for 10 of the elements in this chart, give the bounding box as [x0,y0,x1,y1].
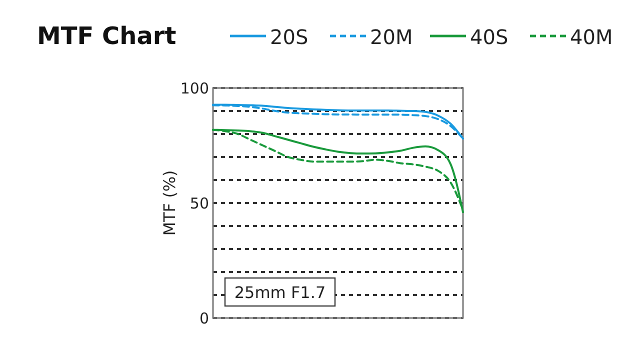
legend-label: 40S [470,25,508,49]
legend-label: 20S [270,25,308,49]
legend-label: 20M [370,25,413,49]
y-tick-label: 0 [199,309,209,328]
y-tick-label: 100 [180,79,209,98]
y-tick-label: 50 [190,194,209,212]
y-axis-title: MTF (%) [160,170,179,236]
annotation: 25mm F1.7 [234,283,326,302]
chart-title: MTF Chart [37,22,176,50]
legend-label: 40M [570,25,613,49]
